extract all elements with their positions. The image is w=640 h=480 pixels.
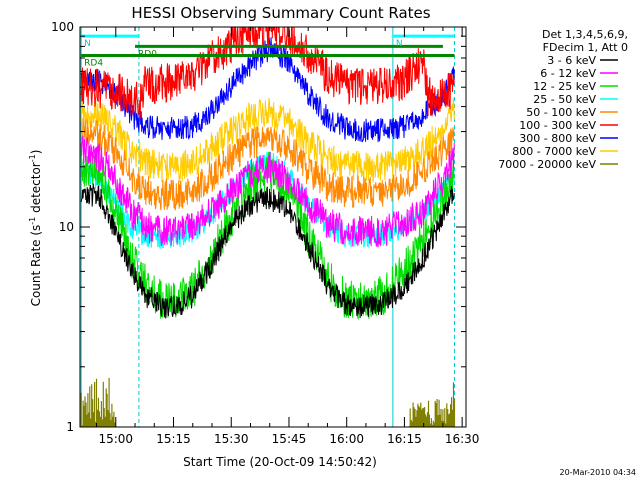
- series-line-1: [80, 183, 455, 319]
- legend-label-3: 12 - 25 keV: [533, 80, 596, 93]
- legend-label-7: 300 - 800 keV: [519, 132, 596, 145]
- y-tick-label-2: 10: [59, 220, 74, 234]
- y-axis-label-sup1: -1: [28, 217, 37, 225]
- x-tick-label-2: 15:15: [156, 432, 191, 446]
- x-tick-label-1: 15:00: [98, 432, 133, 446]
- y-axis-label-part1: Count Rate (s: [29, 225, 43, 307]
- plot-area: N N RD0 RD4: [80, 27, 456, 427]
- x-tick-label-3: 15:30: [214, 432, 249, 446]
- series-1: [80, 183, 455, 319]
- x-tick-label-5: 16:00: [329, 432, 364, 446]
- x-tick-label-7: 16:30: [445, 432, 480, 446]
- segment-label-4: RD4: [84, 59, 103, 69]
- legend-header-1: Det 1,3,4,5,6,9,: [542, 28, 628, 41]
- chart-title: HESSI Observing Summary Count Rates: [131, 4, 430, 22]
- x-axis-label: Start Time (20-Oct-09 14:50:42): [183, 455, 377, 469]
- y-axis-label-sup2: -1: [28, 154, 37, 162]
- y-axis-label-part3: ): [29, 150, 43, 155]
- legend-label-8: 800 - 7000 keV: [512, 145, 596, 158]
- x-tick-label-4: 15:45: [272, 432, 307, 446]
- legend: Det 1,3,4,5,6,9,FDecim 1, Att 03 - 6 keV…: [498, 28, 628, 171]
- y-tick-label-1: 1: [66, 420, 74, 434]
- legend-label-5: 50 - 100 keV: [526, 106, 596, 119]
- series-8: [80, 98, 455, 183]
- x-tick-label-6: 16:15: [387, 432, 422, 446]
- timestamp: 20-Mar-2010 04:34: [560, 468, 637, 477]
- series-7: [80, 37, 455, 143]
- legend-header-2: FDecim 1, Att 0: [543, 41, 628, 54]
- legend-label-6: 100 - 300 keV: [519, 119, 596, 132]
- series-5: [80, 118, 455, 211]
- legend-label-9: 7000 - 20000 keV: [498, 158, 596, 171]
- axes: 1 10 100 15:00 15:15 15:30 15:45 16:00 16:15 16:3…: [51, 20, 479, 446]
- segment-label-2: N: [396, 39, 403, 49]
- legend-label-4: 25 - 50 keV: [533, 93, 596, 106]
- segment-label-1: N: [84, 39, 91, 49]
- y-axis-label-part2: detector: [29, 162, 43, 217]
- y-tick-label-3: 100: [51, 20, 74, 34]
- series-line-5: [80, 118, 455, 211]
- series-line-7: [80, 37, 455, 143]
- legend-label-1: 3 - 6 keV: [547, 54, 596, 67]
- y-axis-label: Count Rate (s-1 detector-1): [28, 150, 43, 307]
- series-line-2: [80, 135, 455, 248]
- series-line-8: [80, 98, 455, 183]
- series-layer: [80, 27, 456, 427]
- legend-label-2: 6 - 12 keV: [540, 67, 596, 80]
- segment-label-3: RD0: [138, 49, 157, 59]
- series-2: [80, 135, 455, 248]
